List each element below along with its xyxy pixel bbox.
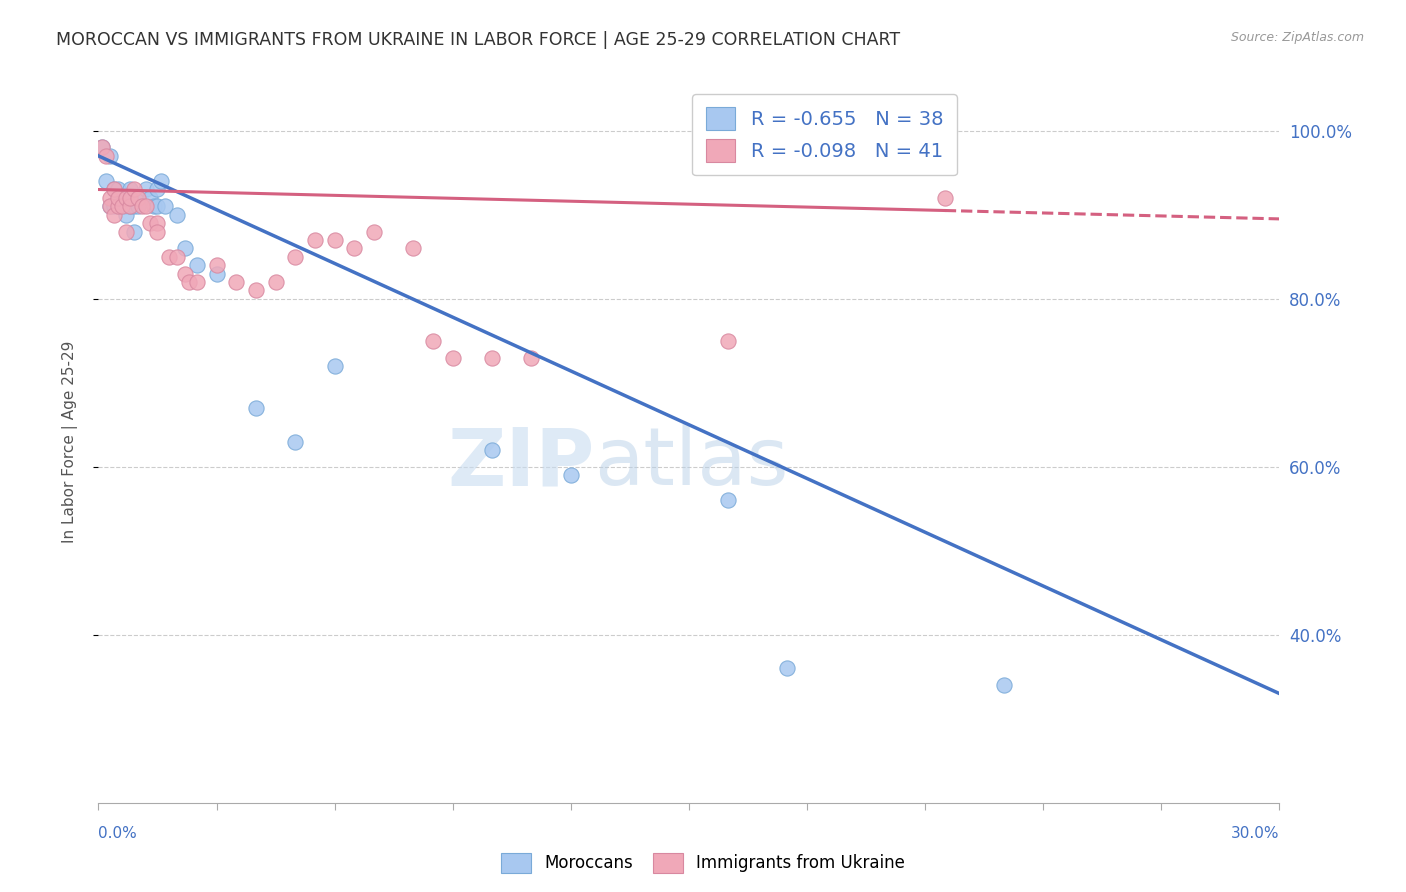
Point [107,182,129,196]
Point [131,199,153,213]
Point [205,267,228,281]
Point [323,359,346,373]
Point [122,182,145,196]
Point [122,225,145,239]
Point [107,199,129,213]
Point [560,468,582,483]
Point [91,140,114,154]
Point [96,149,118,163]
Point [115,225,138,239]
Point [118,191,141,205]
Point [150,174,173,188]
Point [146,182,169,196]
Point [441,351,464,365]
Point [138,191,160,205]
Y-axis label: In Labor Force | Age 25-29: In Labor Force | Age 25-29 [62,341,77,542]
Text: 0.0%: 0.0% [98,825,138,840]
Legend: R = -0.655   N = 38, R = -0.098   N = 41: R = -0.655 N = 38, R = -0.098 N = 41 [692,94,956,176]
Point [245,401,267,415]
Point [96,174,118,188]
Text: ZIP: ZIP [447,425,595,502]
Point [118,182,141,196]
Point [284,434,307,449]
Point [115,199,138,213]
Point [166,208,188,222]
Point [343,241,366,255]
Point [118,199,141,213]
Point [205,258,228,272]
Point [91,140,114,154]
Point [122,199,145,213]
Point [245,283,267,297]
Point [177,275,200,289]
Point [115,191,138,205]
Point [934,191,956,205]
Point [993,678,1015,692]
Point [776,661,799,675]
Point [107,191,129,205]
Point [174,241,197,255]
Point [107,199,129,213]
Point [157,250,180,264]
Point [186,258,208,272]
Point [520,351,543,365]
Point [363,225,385,239]
Point [146,225,169,239]
Point [111,191,134,205]
Point [98,199,121,213]
Point [98,199,121,213]
Point [166,250,188,264]
Legend: Moroccans, Immigrants from Ukraine: Moroccans, Immigrants from Ukraine [494,847,912,880]
Text: atlas: atlas [595,425,789,502]
Point [402,241,425,255]
Point [174,267,197,281]
Point [135,199,157,213]
Point [142,199,165,213]
Point [107,191,129,205]
Point [118,199,141,213]
Point [264,275,287,289]
Point [225,275,247,289]
Point [98,149,121,163]
Point [717,493,740,508]
Point [304,233,326,247]
Point [127,191,149,205]
Point [146,216,169,230]
Point [98,191,121,205]
Point [481,351,503,365]
Point [717,334,740,348]
Point [115,208,138,222]
Text: MOROCCAN VS IMMIGRANTS FROM UKRAINE IN LABOR FORCE | AGE 25-29 CORRELATION CHART: MOROCCAN VS IMMIGRANTS FROM UKRAINE IN L… [56,31,900,49]
Point [422,334,444,348]
Point [284,250,307,264]
Point [155,199,177,213]
Point [323,233,346,247]
Point [138,216,160,230]
Point [111,199,134,213]
Point [146,199,169,213]
Point [103,182,125,196]
Point [111,199,134,213]
Text: 30.0%: 30.0% [1232,825,1279,840]
Point [186,275,208,289]
Point [127,199,149,213]
Text: Source: ZipAtlas.com: Source: ZipAtlas.com [1230,31,1364,45]
Point [135,182,157,196]
Point [481,442,503,457]
Point [103,182,125,196]
Point [103,208,125,222]
Point [127,191,149,205]
Point [103,199,125,213]
